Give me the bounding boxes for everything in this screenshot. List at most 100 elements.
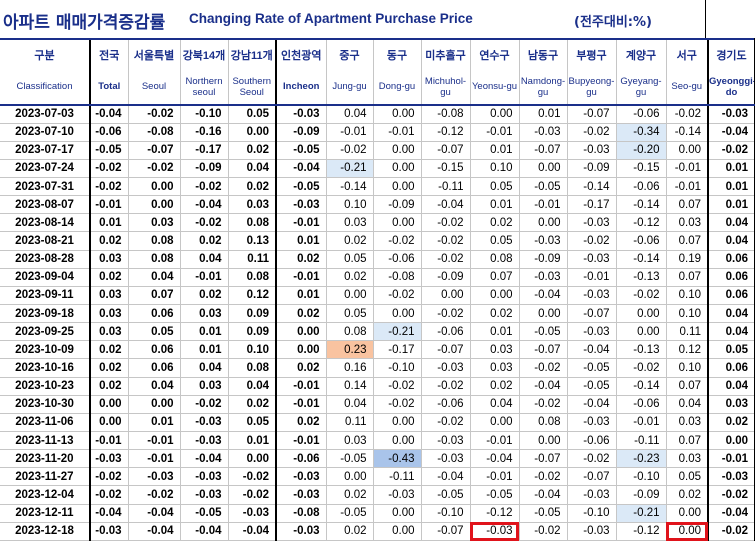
value-cell: 0.00 [89, 413, 129, 433]
value-cell: 0.01 [707, 177, 755, 197]
value-cell: 0.01 [180, 322, 229, 342]
row-date: 2023-08-14 [0, 213, 91, 233]
value-cell: 0.08 [228, 268, 277, 287]
value-cell: 0.00 [373, 213, 422, 233]
value-cell: -0.04 [707, 504, 755, 523]
value-cell: -0.02 [228, 467, 277, 487]
header-cell-en: Dong-gu [373, 70, 422, 106]
value-cell: -0.02 [519, 358, 568, 378]
value-cell: -0.02 [128, 485, 181, 505]
row-date: 2023-08-21 [0, 231, 91, 251]
data-table: 구분 전국 서울특별 강북14개 강남11개 인천광역 중구 동구 미추홀구 연수구 남동구 부평구 계… [0, 37, 755, 541]
value-cell: 0.02 [228, 177, 277, 197]
value-cell: 0.01 [180, 340, 229, 360]
value-cell: -0.07 [421, 340, 471, 360]
value-cell: 0.02 [326, 231, 374, 251]
value-cell: 0.04 [128, 268, 181, 287]
value-cell: -0.05 [519, 504, 568, 523]
header-cell-en: Gyeyang-gu [616, 70, 667, 106]
value-cell: -0.03 [567, 522, 617, 541]
value-cell: 0.00 [373, 104, 422, 124]
table-row: 2023-08-21 0.02 0.08 0.02 0.13 0.01 0.02 -0.02-… [0, 231, 755, 251]
value-cell: -0.02 [128, 159, 181, 179]
value-cell: -0.09 [373, 195, 422, 215]
value-cell: -0.12 [421, 123, 471, 142]
value-cell: -0.02 [666, 104, 709, 124]
value-cell: 0.08 [228, 213, 277, 233]
row-date: 2023-09-25 [0, 322, 91, 342]
value-cell: 0.06 [707, 268, 755, 287]
table-row: 2023-07-10 -0.06 -0.08 -0.16 0.00 -0.09 -0.01-… [0, 123, 755, 142]
value-cell: -0.04 [567, 340, 617, 360]
value-cell: 0.07 [666, 195, 709, 215]
header-cell-en: Northern seoul [180, 70, 229, 106]
value-cell: -0.03 [421, 449, 471, 469]
value-cell: -0.01 [666, 177, 709, 197]
value-cell: -0.04 [89, 104, 129, 124]
value-cell: 0.00 [519, 159, 568, 179]
value-cell: 0.05 [326, 250, 374, 269]
value-cell: 0.00 [89, 395, 129, 414]
value-cell: -0.03 [128, 467, 181, 487]
value-cell: 0.06 [128, 304, 181, 324]
value-cell: -0.12 [616, 522, 667, 541]
value-cell: 0.04 [326, 395, 374, 414]
header-cell-en: Yeonsu-gu [470, 70, 520, 106]
value-cell: -0.10 [421, 504, 471, 523]
value-cell: 0.02 [228, 141, 277, 160]
row-date: 2023-07-17 [0, 141, 91, 160]
value-cell: 0.03 [180, 304, 229, 324]
value-cell: -0.14 [326, 177, 374, 197]
value-cell: -0.01 [89, 195, 129, 215]
value-cell: -0.01 [275, 268, 327, 287]
value-cell: -0.02 [567, 123, 617, 142]
value-cell: -0.03 [180, 467, 229, 487]
table-row: 2023-10-09 0.02 0.06 0.01 0.10 0.00 0.23 -0.17-… [0, 340, 755, 360]
value-cell: -0.03 [373, 485, 422, 505]
row-date: 2023-10-23 [0, 377, 91, 396]
value-cell: -0.09 [421, 268, 471, 287]
table-row: 2023-10-23 0.02 0.04 0.03 0.04 -0.01 0.14 -0.02… [0, 377, 755, 396]
value-cell: -0.02 [180, 213, 229, 233]
value-cell: 0.03 [326, 431, 374, 451]
table-row: 2023-09-04 0.02 0.04 -0.01 0.08 -0.01 0.02 -0.0… [0, 268, 755, 287]
value-cell: 0.03 [666, 449, 709, 469]
table-row: 2023-11-27 -0.02 -0.03 -0.03 -0.02 -0.03 0.00-… [0, 467, 755, 487]
value-cell: -0.01 [326, 123, 374, 142]
value-cell: 0.00 [373, 431, 422, 451]
value-cell: -0.05 [275, 177, 327, 197]
value-cell: -0.05 [519, 322, 568, 342]
value-cell: -0.14 [567, 177, 617, 197]
value-cell: 0.04 [707, 377, 755, 396]
value-cell: 0.00 [373, 141, 422, 160]
value-cell: -0.23 [616, 449, 667, 469]
value-cell: 0.02 [275, 250, 327, 269]
value-cell: 0.02 [89, 231, 129, 251]
value-cell: 0.14 [326, 377, 374, 396]
value-cell: 0.02 [89, 268, 129, 287]
value-cell: 0.00 [470, 286, 520, 306]
value-cell: -0.02 [326, 141, 374, 160]
value-cell: -0.06 [616, 231, 667, 251]
value-cell: 0.00 [326, 467, 374, 487]
value-cell: -0.15 [421, 159, 471, 179]
value-cell: -0.11 [373, 467, 422, 487]
value-cell: -0.06 [616, 395, 667, 414]
value-cell: 0.00 [373, 413, 422, 433]
value-cell: 0.02 [180, 286, 229, 306]
value-cell: 0.07 [666, 431, 709, 451]
value-cell: -0.10 [616, 467, 667, 487]
value-cell: -0.02 [519, 522, 568, 541]
value-cell: -0.03 [519, 123, 568, 142]
header-cell-ko: 동구 [373, 37, 422, 71]
value-cell: -0.02 [421, 377, 471, 396]
value-cell: -0.03 [275, 467, 327, 487]
value-cell: -0.21 [616, 504, 667, 523]
value-cell: -0.03 [421, 358, 471, 378]
row-date: 2023-09-11 [0, 286, 91, 306]
row-date: 2023-09-04 [0, 268, 91, 287]
value-cell: -0.02 [421, 231, 471, 251]
value-cell: 0.10 [666, 304, 709, 324]
value-cell: 0.03 [707, 395, 755, 414]
value-cell: -0.09 [567, 159, 617, 179]
